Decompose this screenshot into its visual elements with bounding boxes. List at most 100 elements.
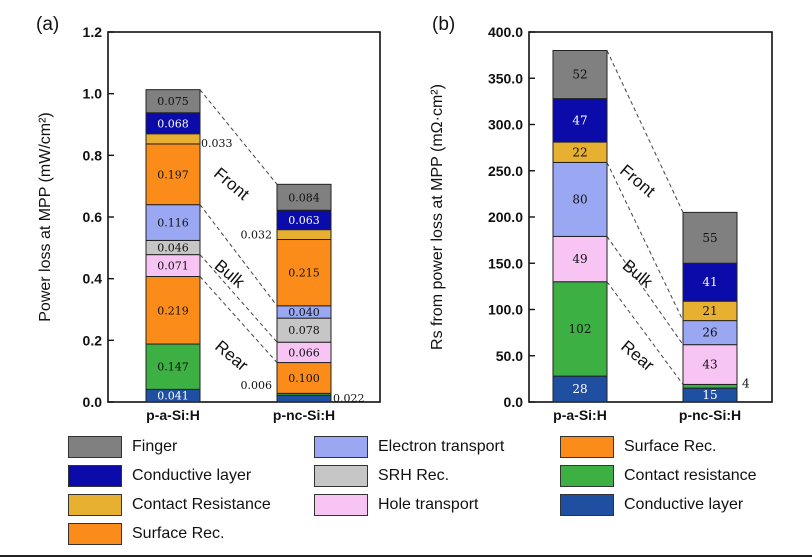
legend-item-finger: Finger xyxy=(68,434,177,460)
y-tick-label: 0.0 xyxy=(504,394,524,410)
bar-segment-contact_rear xyxy=(552,281,608,377)
bar-segment-conductive_rear xyxy=(276,394,332,403)
dashed-connector xyxy=(199,276,278,363)
dashed-connector xyxy=(606,162,684,321)
data-label: 0.046 xyxy=(157,242,189,255)
data-label: 41 xyxy=(702,275,717,289)
legend-item-srh: SRH Rec. xyxy=(314,463,449,489)
bar-segment-electron xyxy=(145,204,201,241)
y-tick-label: 0.0 xyxy=(83,394,103,410)
data-label: 0.219 xyxy=(157,304,189,317)
data-label: 0.040 xyxy=(288,306,320,319)
bar-segment-finger xyxy=(552,50,608,100)
bar-segment-electron xyxy=(552,161,608,237)
legend-label: Conductive layer xyxy=(624,496,744,513)
legend-swatch xyxy=(560,465,614,487)
data-label: 0.041 xyxy=(157,390,189,403)
legend-label: Surface Rec. xyxy=(132,525,225,542)
x-tick-label: p-a-Si:H xyxy=(146,407,200,423)
data-label: 0.071 xyxy=(157,260,189,273)
legend-swatch xyxy=(314,436,368,458)
bar-segment-contact_res_front xyxy=(145,133,201,145)
x-tick-label: p-nc-Si:H xyxy=(273,407,335,423)
data-label: 0.100 xyxy=(288,372,320,385)
bar-segment-srh xyxy=(276,317,332,343)
legend-label: Hole transport xyxy=(378,496,479,513)
region-label-rear: Rear xyxy=(211,337,252,375)
bar-segment-surface_front xyxy=(276,239,332,307)
data-label: 15 xyxy=(702,388,717,402)
data-label: 0.006 xyxy=(241,379,273,392)
data-label: 0.147 xyxy=(157,361,189,374)
legend-item-surface_front: Surface Rec. xyxy=(68,521,224,547)
legend-label: Finger xyxy=(132,438,178,455)
data-label: 0.084 xyxy=(288,191,320,204)
legend: Finger Conductive layer Contact Resistance… xyxy=(0,428,812,557)
legend-item-conductive_rear: Conductive layer xyxy=(560,492,743,518)
x-tick-label: p-nc-Si:H xyxy=(679,407,741,423)
y-tick-label: 0.4 xyxy=(83,271,103,287)
panel-a: (a) 0.0 0.2 0.4 0.6 0.8 1.0 1.2 Power loss at MP… xyxy=(36,14,381,423)
data-label: 0.078 xyxy=(288,324,320,337)
bar-segment-conductive_front xyxy=(682,262,738,302)
legend-item-contact_rear: Contact resistance xyxy=(560,463,757,489)
data-label: 0.075 xyxy=(157,95,189,108)
dashed-connector xyxy=(606,50,684,213)
legend-label: Conductive layer xyxy=(132,467,252,484)
data-label: 0.066 xyxy=(288,346,320,359)
legend-swatch xyxy=(560,494,614,516)
data-label: 55 xyxy=(702,231,717,245)
data-label: 102 xyxy=(569,322,592,336)
y-tick-label: 350.0 xyxy=(488,70,523,86)
data-label: 0.116 xyxy=(157,217,189,230)
bar-segment-surface_front xyxy=(145,143,201,206)
bar-segment-surface_rear xyxy=(276,362,332,394)
data-label: 21 xyxy=(702,304,717,318)
data-label: 0.197 xyxy=(157,168,189,181)
bar-segment-electron xyxy=(682,320,738,346)
panel-label: (a) xyxy=(36,14,59,35)
bar-segment-finger xyxy=(276,183,332,211)
dashed-connector xyxy=(606,281,684,385)
y-tick-label: 100.0 xyxy=(488,302,523,318)
data-label: 26 xyxy=(702,326,717,340)
legend-item-conductive_front: Conductive layer xyxy=(68,463,251,489)
y-tick-label: 1.2 xyxy=(83,24,103,40)
y-tick-label: 50.0 xyxy=(496,348,523,364)
panel-label: (b) xyxy=(432,14,455,35)
legend-swatch xyxy=(314,465,368,487)
bar-segment-finger xyxy=(145,89,201,114)
data-label: 0.032 xyxy=(241,229,273,242)
bar-segment-hole xyxy=(552,235,608,283)
dashed-connector xyxy=(199,254,278,343)
legend-swatch xyxy=(68,523,122,545)
bar-segment-conductive_front xyxy=(552,98,608,143)
legend-swatch xyxy=(68,436,122,458)
x-tick-label: p-a-Si:H xyxy=(553,407,607,423)
legend-swatch xyxy=(314,494,368,516)
y-tick-label: 1.0 xyxy=(83,86,103,102)
y-tick-label: 400.0 xyxy=(488,24,523,40)
data-label: 43 xyxy=(702,358,717,372)
bar-segment-contact_res_front xyxy=(276,229,332,241)
y-axis-label: Rs from power loss at MPP (mΩ·cm²) xyxy=(429,84,446,350)
data-label: 80 xyxy=(572,192,587,206)
legend-swatch xyxy=(68,494,122,516)
data-label: 0.068 xyxy=(157,117,189,130)
dashed-connector xyxy=(199,204,278,307)
legend-label: Contact Resistance xyxy=(132,496,271,513)
bar-segment-conductive_rear xyxy=(552,375,608,403)
legend-label: SRH Rec. xyxy=(378,467,450,484)
bar-segment-finger xyxy=(682,211,738,264)
legend-swatch xyxy=(68,465,122,487)
data-label: 22 xyxy=(572,145,587,159)
data-label: 52 xyxy=(572,68,587,82)
legend-swatch xyxy=(560,436,614,458)
bar-segment-hole xyxy=(682,344,738,385)
data-label: 0.033 xyxy=(201,137,233,150)
y-axis-label: Power loss at MPP (mW/cm²) xyxy=(37,112,54,322)
data-label: 28 xyxy=(572,382,587,396)
legend-label: Surface Rec. xyxy=(624,438,717,455)
legend-item-hole: Hole transport xyxy=(314,492,479,518)
legend-item-surface_rear: Surface Rec. xyxy=(560,434,716,460)
